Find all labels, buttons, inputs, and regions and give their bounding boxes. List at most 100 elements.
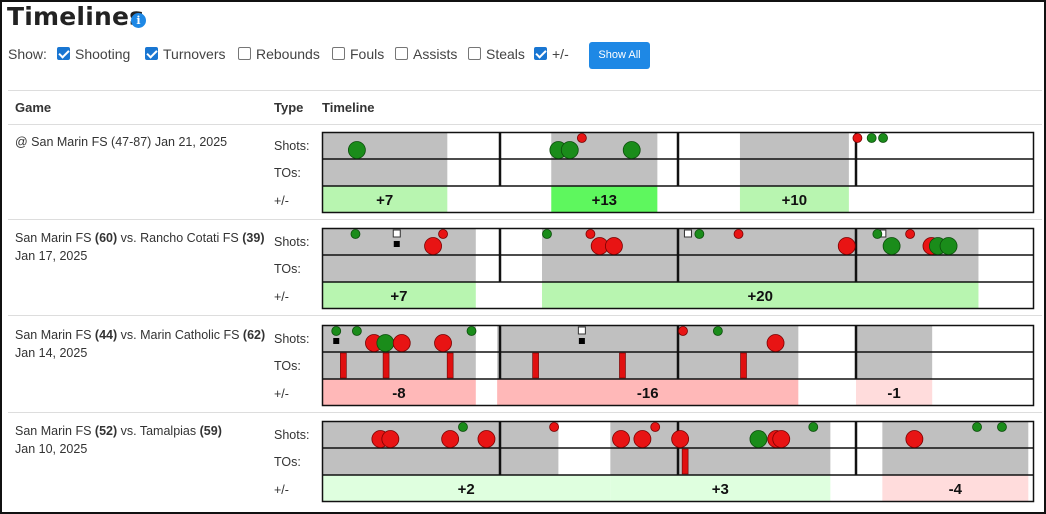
game-2-timeline[interactable]: +7 +20	[321, 227, 1035, 310]
checkbox-steals[interactable]	[468, 47, 481, 60]
turnover-mark	[340, 352, 347, 379]
checkbox-shooting[interactable]	[57, 47, 70, 60]
turnover-mark	[740, 352, 747, 379]
checkbox-turnovers[interactable]	[145, 47, 158, 60]
opponent-name: Tamalpias	[139, 424, 197, 438]
missed-shot	[837, 237, 856, 255]
game-date: Jan 21, 2025	[154, 135, 228, 149]
tos-label: TOs:	[274, 455, 301, 469]
timeline-border	[321, 131, 1035, 214]
opponent-name: Rancho Cotati FS	[140, 231, 239, 245]
missed-shot	[549, 422, 560, 432]
plus-minus-value: -16	[637, 385, 659, 402]
info-icon[interactable]: i	[131, 13, 146, 28]
plus-minus-cell	[497, 379, 799, 406]
missed-shot	[905, 430, 924, 448]
filter-label[interactable]: +/-	[552, 46, 569, 62]
made-shot	[560, 141, 579, 159]
divider	[8, 219, 1042, 220]
checkbox-rebounds[interactable]	[238, 47, 251, 60]
turnover-mark	[382, 352, 390, 379]
game-1-timeline[interactable]: +7 +13 +10	[321, 131, 1035, 214]
plus-minus-cell	[551, 186, 658, 213]
plus-minus-cell	[322, 475, 611, 502]
plus-minus-value: +2	[458, 481, 475, 498]
made-shot	[351, 326, 362, 336]
plus-minus-value: +3	[712, 481, 729, 498]
team-score: (52)	[94, 424, 118, 438]
missed-shot	[733, 229, 744, 239]
shots-label: Shots:	[274, 332, 310, 346]
checkbox-assists[interactable]	[395, 47, 408, 60]
opponent-score: (59)	[199, 424, 222, 438]
filter-label[interactable]: Steals	[486, 46, 525, 62]
game-4-label[interactable]: San Marin FS (52) vs. Tamalpias (59) Jan…	[15, 422, 222, 458]
shots-label: Shots:	[274, 235, 310, 249]
team-name: San Marin FS	[15, 231, 92, 245]
missed-shot	[605, 237, 623, 255]
plus-minus-cell	[542, 282, 979, 309]
missed-shot	[477, 430, 496, 448]
filter-label[interactable]: Turnovers	[163, 46, 226, 62]
plus-minus-cell	[610, 475, 831, 502]
timeline-border	[321, 420, 1035, 503]
team-name: San Marin FS	[15, 328, 92, 342]
made-shot	[622, 141, 641, 159]
missed-shot	[633, 430, 652, 448]
tos-label: TOs:	[274, 359, 301, 373]
plus-minus-cell	[882, 475, 1029, 502]
game-title[interactable]: @ San Marin FS (47-87)	[15, 135, 152, 149]
assisted-mark	[393, 241, 400, 247]
missed-shot	[671, 430, 690, 448]
plus-minus-value: +7	[390, 288, 407, 305]
timeline-border	[321, 227, 1035, 310]
turnover-mark	[681, 448, 689, 475]
missed-shot	[905, 229, 916, 239]
show-all-button[interactable]: Show All	[589, 42, 650, 69]
checkbox-plus-minus[interactable]	[534, 47, 547, 60]
plus-minus-value: -4	[949, 481, 963, 498]
missed-shot	[434, 334, 452, 352]
plus-minus-label: +/-	[274, 290, 289, 304]
missed-shot	[612, 430, 630, 448]
versus: vs.	[120, 424, 137, 438]
missed-shot	[381, 430, 400, 448]
plus-minus-label: +/-	[274, 483, 289, 497]
made-shot	[376, 334, 395, 352]
made-shot	[350, 229, 361, 239]
tos-label: TOs:	[274, 262, 301, 276]
missed-shot	[576, 133, 587, 143]
tos-label: TOs:	[274, 166, 301, 180]
plus-minus-label: +/-	[274, 387, 289, 401]
plus-minus-value: +13	[592, 192, 617, 209]
game-1-label[interactable]: @ San Marin FS (47-87) Jan 21, 2025	[15, 133, 227, 151]
made-shot	[712, 326, 723, 336]
made-shot	[749, 430, 768, 448]
filter-label[interactable]: Shooting	[75, 46, 131, 62]
opponent-score: (39)	[242, 231, 265, 245]
versus: vs.	[120, 328, 137, 342]
game-2-label[interactable]: San Marin FS (60) vs. Rancho Cotati FS (…	[15, 229, 264, 265]
missed-shot	[441, 430, 460, 448]
page-title: Timelines	[7, 2, 145, 31]
checkbox-fouls[interactable]	[332, 47, 345, 60]
made-shot	[878, 133, 888, 143]
missed-shot	[772, 430, 791, 448]
game-4-timeline[interactable]: +2 +3 -4	[321, 420, 1035, 503]
game-3-label[interactable]: San Marin FS (44) vs. Marin Catholic FS …	[15, 326, 265, 362]
filter-label[interactable]: Rebounds	[256, 46, 320, 62]
divider	[8, 315, 1042, 316]
filter-label[interactable]: Fouls	[350, 46, 385, 62]
filter-label[interactable]: Assists	[413, 46, 458, 62]
game-3-timeline[interactable]: -8 -16 -1	[321, 324, 1035, 407]
versus: vs.	[120, 231, 137, 245]
missed-shot	[438, 229, 448, 239]
made-shot	[939, 237, 958, 255]
divider	[8, 124, 1042, 125]
opponent-score: (62)	[242, 328, 266, 342]
plus-minus-value: -8	[392, 385, 405, 402]
plus-minus-value: +20	[748, 288, 773, 305]
plus-minus-value: -1	[887, 385, 900, 402]
team-name: San Marin FS	[15, 424, 92, 438]
